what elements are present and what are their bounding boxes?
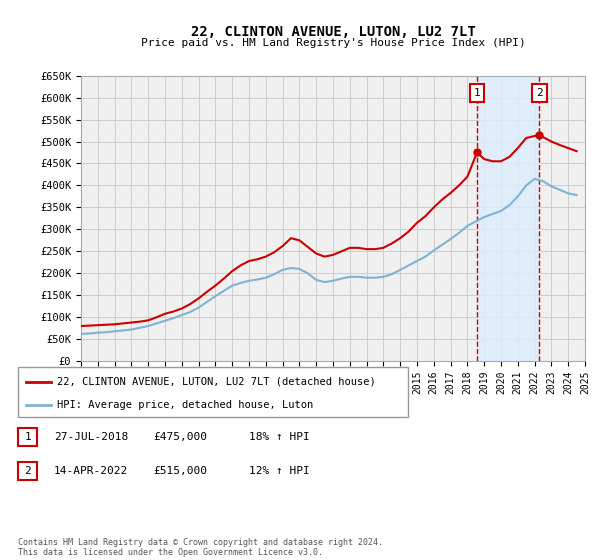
- Text: 1: 1: [473, 88, 481, 98]
- Text: 1: 1: [24, 432, 31, 442]
- Text: Contains HM Land Registry data © Crown copyright and database right 2024.
This d: Contains HM Land Registry data © Crown c…: [18, 538, 383, 557]
- Text: 18% ↑ HPI: 18% ↑ HPI: [249, 432, 310, 442]
- Text: 27-JUL-2018: 27-JUL-2018: [54, 432, 128, 442]
- Text: £515,000: £515,000: [153, 466, 207, 476]
- Text: 14-APR-2022: 14-APR-2022: [54, 466, 128, 476]
- Text: Price paid vs. HM Land Registry's House Price Index (HPI): Price paid vs. HM Land Registry's House …: [140, 38, 526, 48]
- Text: £475,000: £475,000: [153, 432, 207, 442]
- Text: 2: 2: [536, 88, 542, 98]
- Text: 22, CLINTON AVENUE, LUTON, LU2 7LT: 22, CLINTON AVENUE, LUTON, LU2 7LT: [191, 25, 475, 39]
- Text: 2: 2: [24, 466, 31, 476]
- Text: HPI: Average price, detached house, Luton: HPI: Average price, detached house, Luto…: [57, 400, 313, 409]
- Text: 22, CLINTON AVENUE, LUTON, LU2 7LT (detached house): 22, CLINTON AVENUE, LUTON, LU2 7LT (deta…: [57, 377, 376, 387]
- Bar: [477, 76, 539, 361]
- Text: 12% ↑ HPI: 12% ↑ HPI: [249, 466, 310, 476]
